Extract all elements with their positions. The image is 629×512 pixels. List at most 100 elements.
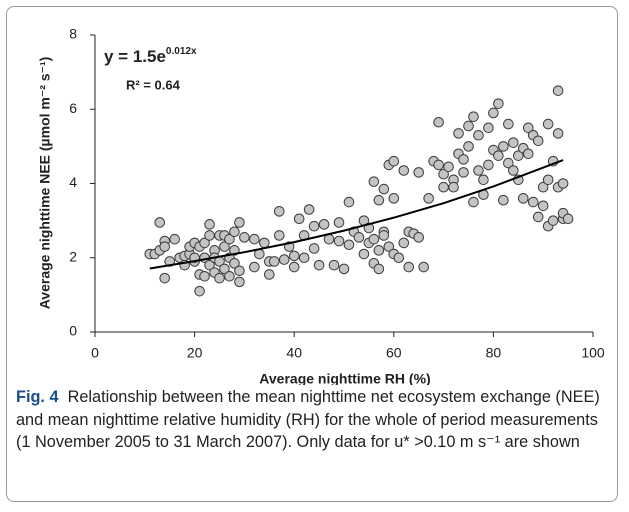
data-point	[517, 193, 529, 204]
data-point	[159, 241, 171, 252]
data-point	[458, 154, 469, 165]
data-point	[373, 194, 385, 206]
data-point	[383, 241, 395, 252]
data-point	[239, 232, 250, 243]
data-point	[199, 237, 210, 249]
x-tick-label: 60	[386, 345, 402, 361]
data-point	[473, 129, 484, 141]
data-point	[508, 165, 519, 176]
data-point	[473, 165, 484, 176]
caption: Fig. 4 Relationship between the mean nig…	[16, 386, 616, 454]
data-point	[268, 256, 280, 267]
data-point	[353, 232, 365, 243]
data-point	[423, 193, 434, 204]
data-point	[547, 215, 559, 226]
y-tick-label: 0	[69, 323, 77, 339]
data-point	[458, 167, 469, 178]
data-point	[478, 174, 489, 186]
data-point	[234, 265, 245, 277]
data-point	[498, 194, 509, 206]
data-point	[169, 233, 180, 245]
data-point	[443, 161, 454, 173]
data-point	[418, 261, 429, 273]
data-point	[373, 263, 385, 275]
data-point	[398, 237, 410, 249]
data-point	[328, 259, 340, 271]
data-point	[378, 230, 390, 241]
data-point	[358, 248, 370, 260]
data-point	[542, 118, 554, 130]
x-tick-label: 40	[286, 345, 302, 361]
x-tick-label: 20	[187, 345, 203, 361]
data-point	[234, 276, 245, 288]
x-tick-label: 0	[91, 345, 99, 361]
data-point	[273, 206, 285, 217]
data-point	[552, 128, 564, 139]
data-point	[264, 269, 275, 280]
data-point	[438, 181, 449, 193]
y-tick-label: 4	[69, 174, 77, 190]
data-point	[403, 261, 415, 273]
data-point	[154, 217, 166, 228]
data-point	[393, 252, 405, 264]
data-point	[298, 252, 310, 264]
data-point	[343, 239, 355, 251]
data-point	[388, 193, 400, 204]
data-point	[448, 181, 459, 193]
y-tick-label: 2	[69, 248, 77, 264]
data-point	[493, 150, 504, 161]
data-point	[259, 237, 270, 249]
data-point	[293, 213, 305, 225]
data-point	[194, 285, 205, 297]
data-point	[493, 98, 504, 109]
data-point	[318, 219, 330, 230]
data-point	[219, 241, 230, 252]
data-point	[513, 150, 524, 161]
data-point	[532, 211, 544, 223]
y-tick-label: 6	[69, 100, 77, 116]
y-axis-title: Average nighttime NEE (µmol m⁻² s⁻¹)	[37, 57, 53, 310]
data-point	[433, 159, 444, 171]
data-point	[463, 141, 474, 152]
data-point	[537, 181, 549, 193]
data-point	[288, 250, 300, 262]
data-point	[303, 204, 315, 215]
data-point	[214, 272, 225, 284]
data-point	[333, 217, 345, 228]
data-point	[388, 155, 400, 167]
caption-text: Relationship between the mean nighttime …	[16, 388, 600, 452]
data-point	[522, 148, 534, 160]
data-point	[483, 122, 494, 134]
data-point	[204, 219, 215, 230]
equation-exponent: 0.012x	[166, 46, 197, 57]
chart: Average nighttime RH (%) Average nightti…	[37, 26, 605, 385]
x-axis-title: Average nighttime RH (%)	[259, 371, 430, 385]
data-point	[249, 261, 260, 273]
data-point	[413, 167, 425, 178]
equation: y = 1.5e0.012x	[104, 46, 197, 67]
data-point	[333, 235, 345, 247]
data-point	[468, 196, 479, 208]
data-point	[468, 111, 479, 122]
data-point	[488, 107, 499, 119]
data-point	[224, 271, 235, 282]
data-point	[278, 254, 290, 265]
data-point	[413, 232, 425, 243]
r-squared: R² = 0.64	[126, 77, 181, 92]
trendline	[149, 159, 564, 270]
data-point	[562, 213, 574, 225]
data-point	[498, 141, 509, 152]
data-point	[368, 176, 380, 187]
data-point	[532, 135, 544, 147]
data-point	[159, 272, 171, 284]
data-point	[204, 259, 215, 271]
data-point	[433, 116, 444, 128]
data-point	[343, 196, 355, 208]
data-point	[373, 245, 385, 256]
data-point	[313, 259, 325, 271]
data-point	[229, 258, 240, 269]
y-tick-label: 8	[69, 26, 77, 42]
x-tick-label: 80	[486, 345, 502, 361]
data-point	[542, 174, 554, 186]
